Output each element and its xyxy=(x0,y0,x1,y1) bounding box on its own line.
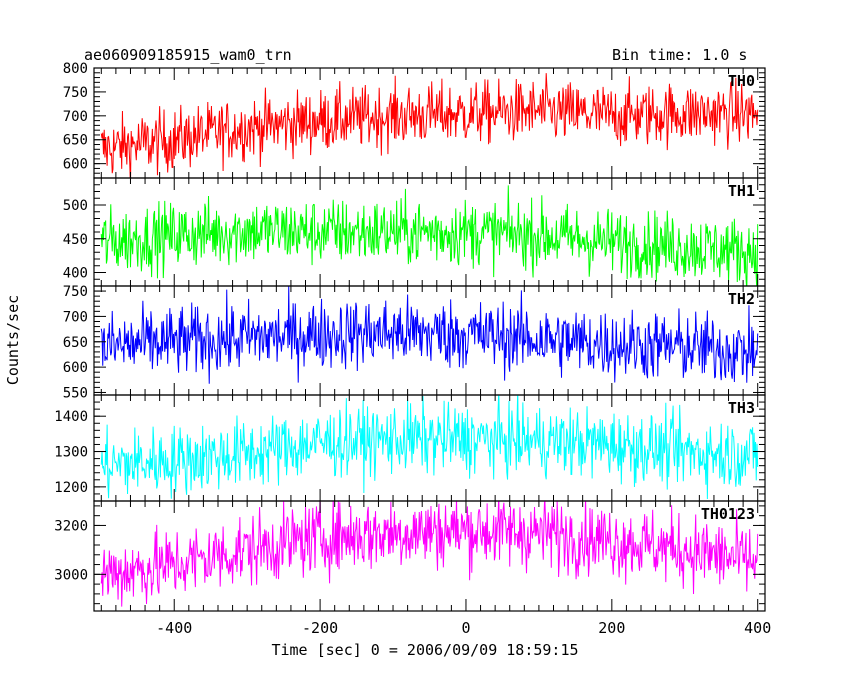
panel-frame xyxy=(93,500,766,612)
panel-label: TH0 xyxy=(728,72,755,90)
x-tick-label: 400 xyxy=(744,619,771,637)
y-tick-label: 1400 xyxy=(54,409,88,425)
lightcurve-th2 xyxy=(100,286,759,384)
panel-th0: 600 650 700 750 800 TH0 xyxy=(63,61,766,179)
y-tick-label: 3000 xyxy=(54,567,88,583)
bin-time-label: Bin time: 1.0 s xyxy=(612,46,748,64)
y-tick-label: 650 xyxy=(63,133,88,149)
y-tick-label: 550 xyxy=(63,385,88,401)
x-axis-label: Time [sec] 0 = 2006/09/09 18:59:15 xyxy=(271,641,578,659)
y-tick-label: 400 xyxy=(63,266,88,282)
y-tick-label: 600 xyxy=(63,157,88,173)
y-tick-label: 700 xyxy=(63,309,88,325)
lightcurve-th0123 xyxy=(100,501,759,607)
panel-th3: 1200 1300 1400 TH3 xyxy=(54,394,766,502)
lightcurve-th0 xyxy=(100,73,759,178)
lightcurve-th1 xyxy=(100,185,759,286)
panel-th0123: 3000 3200 TH0123 xyxy=(54,500,766,612)
y-tick-label: 750 xyxy=(63,284,88,300)
lightcurve-th3 xyxy=(100,395,759,500)
panel-label: TH0123 xyxy=(701,505,755,523)
y-tick-label: 1300 xyxy=(54,445,88,461)
y-tick-label: 700 xyxy=(63,109,88,125)
y-tick-label: 750 xyxy=(63,85,88,101)
y-axis-label: Counts/sec xyxy=(4,295,22,385)
y-tick-label: 800 xyxy=(63,61,88,77)
y-tick-label: 650 xyxy=(63,335,88,351)
panel-th2: 550 600 650 700 750 TH2 xyxy=(63,284,766,401)
chart-title: ae060909185915_wam0_trn xyxy=(84,46,292,64)
x-tick-label: -200 xyxy=(302,619,338,637)
y-tick-label: 500 xyxy=(63,198,88,214)
y-tick-label: 450 xyxy=(63,232,88,248)
panel-label: TH2 xyxy=(728,290,755,308)
x-tick-label: 0 xyxy=(461,619,470,637)
panel-label: TH3 xyxy=(728,399,755,417)
panel-label: TH1 xyxy=(728,182,755,200)
y-tick-label: 600 xyxy=(63,360,88,376)
y-tick-label: 1200 xyxy=(54,480,88,496)
y-tick-label: 3200 xyxy=(54,518,88,534)
x-tick-label: 200 xyxy=(598,619,625,637)
x-tick-label: -400 xyxy=(156,619,192,637)
panel-th1: 400 450 500 TH1 xyxy=(63,177,766,287)
